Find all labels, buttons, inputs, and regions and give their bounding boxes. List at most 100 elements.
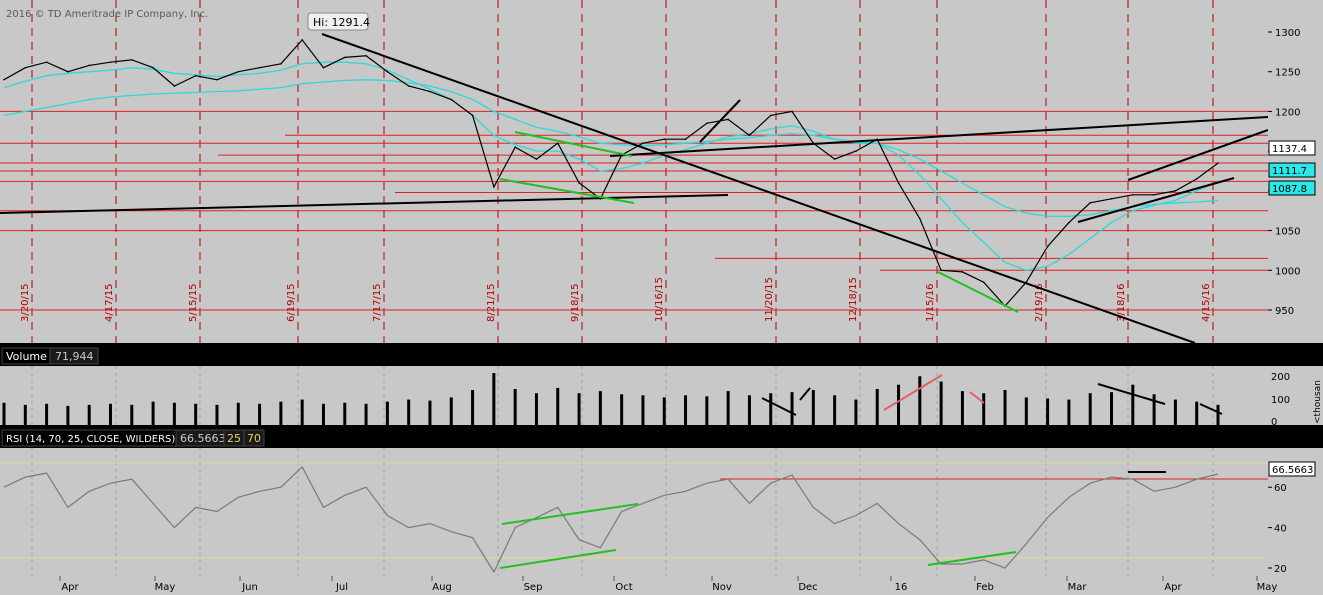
hi-callout: Hi: 1291.4: [307, 12, 370, 31]
price-point: [663, 138, 666, 141]
month-label: Oct: [615, 582, 632, 593]
volume-bar: [939, 381, 943, 425]
volume-bar: [620, 394, 624, 425]
rsi-green-upper: [501, 503, 639, 525]
volume-bar: [662, 397, 666, 425]
price-point: [706, 122, 708, 125]
volume-bar: [321, 403, 325, 425]
rsi-tick-label: 60: [1274, 483, 1287, 494]
price-point: [1174, 190, 1177, 192]
price-point: [982, 281, 985, 284]
rsi-badge: 66.5663: [1268, 461, 1316, 477]
volume-bar: [556, 387, 560, 425]
volume-bar: [449, 397, 453, 425]
volume-bar: [471, 390, 475, 425]
downtrend-line: [321, 33, 1196, 344]
month-label: Apr: [1164, 582, 1182, 593]
price-point: [1153, 194, 1155, 196]
rsi-tick-label: 40: [1274, 524, 1287, 535]
price-point: [961, 271, 964, 273]
vol-trend-red: [883, 374, 943, 411]
rsi-line: [3, 466, 1219, 574]
rsi-green-lower: [499, 549, 617, 569]
cycle-date-label: 6/19/15: [286, 283, 297, 322]
volume-unit-label: <thousan: [1313, 380, 1323, 424]
volume-bar: [1216, 404, 1220, 425]
volume-bar: [598, 391, 602, 425]
price-tick-label: 950: [1275, 306, 1294, 317]
volume-bar: [1088, 393, 1092, 425]
volume-panel[interactable]: [0, 366, 1268, 425]
price-point: [322, 66, 325, 69]
vol-trend-2: [799, 387, 811, 401]
price-point: [24, 66, 27, 69]
volume-bar: [897, 384, 901, 425]
price-badge-white: 1137.4: [1268, 140, 1316, 156]
volume-bar: [151, 401, 155, 425]
volume-bar: [130, 404, 134, 425]
rsi-panel[interactable]: [0, 448, 1268, 576]
volume-bar: [66, 405, 70, 425]
month-label: Nov: [712, 582, 732, 593]
price-badge-cyan-1: 1111.7: [1268, 162, 1316, 178]
volume-bar: [833, 395, 837, 425]
price-point: [301, 39, 303, 41]
channel-bottom-line: [1077, 177, 1235, 223]
price-point: [471, 114, 474, 117]
price-point: [152, 66, 154, 69]
volume-bar: [726, 391, 730, 425]
price-point: [791, 110, 793, 113]
price-point: [130, 59, 133, 61]
price-point: [237, 70, 240, 73]
volume-title: Volume: [6, 350, 47, 363]
vol-trend-4: [1199, 403, 1223, 415]
volume-bar: [982, 393, 986, 425]
price-point: [216, 78, 218, 81]
month-label: Jul: [335, 582, 348, 593]
volume-axis: [1268, 366, 1323, 425]
volume-bar: [343, 402, 347, 425]
price-point: [1132, 194, 1134, 196]
rsi-title-group: RSI (14, 70, 25, CLOSE, WILDERS) 66.5663…: [1, 429, 265, 447]
watermark: 2016 © TD Ameritrade IP Company, Inc.: [6, 9, 208, 20]
price-point: [194, 74, 197, 77]
volume-bar: [1110, 392, 1114, 425]
volume-tick-label: 100: [1271, 395, 1290, 406]
volume-bar: [407, 399, 411, 425]
moving-average-line-2: [3, 79, 1219, 217]
price-tick-label: 1200: [1275, 107, 1300, 118]
month-label: Jun: [241, 582, 258, 593]
month-label: Sep: [524, 582, 543, 593]
svg-text:1111.7: 1111.7: [1272, 166, 1307, 177]
volume-bar: [705, 396, 709, 425]
volume-tick-label: 0: [1271, 417, 1277, 428]
volume-bar: [236, 402, 240, 425]
cycle-date-label: 1/15/16: [925, 283, 936, 322]
price-point: [109, 61, 112, 63]
price-tick-label: 1050: [1275, 227, 1300, 238]
price-point: [45, 61, 48, 63]
resistance-line: [609, 116, 1269, 157]
volume-bar: [1024, 397, 1028, 425]
rsi-reference-lines: [0, 462, 1268, 559]
moving-average-line-1: [3, 61, 1219, 271]
volume-bar: [790, 392, 794, 425]
month-label: Aug: [432, 582, 452, 593]
svg-text:66.5663: 66.5663: [1272, 465, 1313, 476]
volume-bars: [2, 373, 1220, 425]
volume-bar: [23, 404, 27, 425]
price-point: [407, 85, 410, 87]
time-axis: [0, 576, 1323, 595]
cycle-date-label: 10/16/15: [654, 277, 665, 322]
vol-trend-1: [761, 397, 797, 416]
price-point: [748, 134, 751, 137]
volume-bar: [641, 395, 645, 425]
price-point: [919, 217, 921, 220]
volume-bar: [513, 388, 517, 425]
horizontal-levels: [0, 110, 1268, 311]
rsi-oversold-value: 25: [227, 432, 241, 445]
volume-bar: [2, 402, 6, 425]
volume-bar: [258, 403, 262, 425]
volume-bar: [1067, 399, 1071, 425]
volume-bar: [534, 393, 538, 425]
